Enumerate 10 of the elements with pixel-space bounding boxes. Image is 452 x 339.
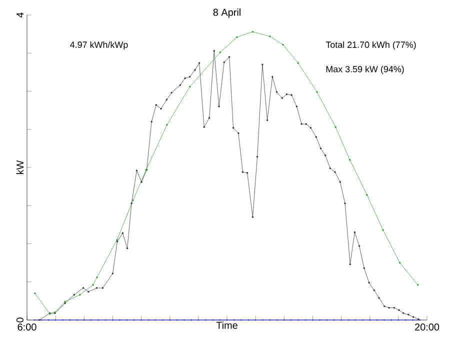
chart-title: 8 April: [213, 8, 240, 18]
annotation: Total 21.70 kWh (77%): [326, 41, 416, 50]
y-axis-title: kW: [16, 160, 24, 174]
annotation: 4.97 kWh/kWp: [70, 41, 128, 50]
annotation: Max 3.59 kW (94%): [326, 66, 404, 74]
x-tick-label: 6:00: [18, 324, 36, 331]
y-tick-label: 4: [16, 12, 24, 18]
x-axis-title: Time: [216, 322, 238, 329]
x-tick-label: 20:00: [415, 324, 440, 331]
y-tick-label: 0: [16, 318, 24, 322]
